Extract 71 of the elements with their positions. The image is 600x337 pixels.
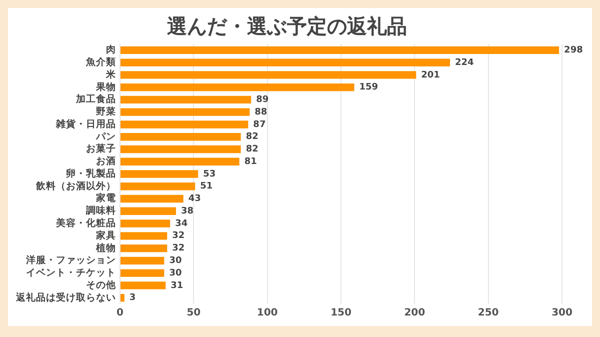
- data-label: 89: [256, 95, 269, 106]
- x-tick-label: 50: [186, 308, 201, 319]
- y-tick-label: パン: [95, 131, 116, 142]
- bar: [120, 220, 170, 228]
- data-label: 298: [564, 46, 583, 56]
- y-tick-label: 家電: [95, 192, 116, 204]
- bar: [120, 145, 241, 154]
- data-label: 201: [421, 70, 440, 80]
- bar: [120, 232, 168, 240]
- y-tick-label: 美容・化粧品: [55, 216, 116, 229]
- y-tick-label: お酒: [96, 155, 116, 168]
- data-label: 81: [244, 156, 257, 167]
- y-tick-label: 家具: [95, 229, 116, 242]
- bar: [120, 194, 184, 203]
- bar: [120, 96, 252, 104]
- y-tick-label: 洋服・ファッション: [25, 254, 116, 266]
- data-label: 31: [170, 280, 184, 291]
- bar: [120, 269, 164, 277]
- bar: [120, 83, 354, 92]
- bar: [120, 71, 416, 79]
- y-tick-label: 肉: [106, 44, 116, 56]
- y-tick-label: 雑貨・日用品: [55, 118, 116, 130]
- data-label: 82: [246, 144, 258, 155]
- y-tick-label: 野菜: [96, 106, 116, 118]
- y-tick-label: 米: [105, 68, 117, 80]
- bar: [120, 108, 250, 116]
- bar: [120, 256, 164, 265]
- y-tick-label: 飲料（お酒以外）: [35, 180, 116, 192]
- y-tick-label: 調味料: [85, 204, 116, 217]
- bar: [120, 46, 560, 54]
- data-label: 30: [169, 256, 182, 266]
- bar: [120, 158, 240, 166]
- data-label: 159: [359, 82, 378, 93]
- data-label: 88: [254, 107, 268, 118]
- data-label: 224: [455, 58, 474, 68]
- data-label: 51: [200, 182, 213, 192]
- data-label: 43: [188, 194, 201, 204]
- bar: [120, 170, 198, 178]
- bar: [120, 294, 124, 302]
- y-tick-label: 返礼品は受け取らない: [15, 291, 116, 304]
- y-tick-label: その他: [86, 278, 117, 291]
- y-tick-label: お菓子: [86, 142, 116, 155]
- y-tick-label: 加工食品: [75, 93, 116, 106]
- data-label: 30: [169, 268, 182, 278]
- data-label: 32: [172, 231, 185, 242]
- bar: [120, 282, 166, 290]
- y-tick-label: 植物: [95, 242, 116, 254]
- x-tick-label: 250: [478, 308, 499, 319]
- bar: [120, 120, 248, 128]
- data-label: 34: [175, 218, 188, 229]
- bar: [120, 207, 176, 215]
- data-label: 32: [172, 244, 185, 254]
- x-tick-label: 100: [256, 308, 278, 319]
- data-label: 53: [203, 169, 216, 180]
- data-label: 82: [246, 132, 258, 142]
- x-tick-label: 200: [404, 308, 426, 319]
- data-label: 87: [253, 120, 266, 130]
- x-tick-label: 300: [552, 308, 572, 319]
- bar: [120, 244, 168, 252]
- x-tick-label: 150: [330, 308, 352, 319]
- y-tick-label: 果物: [95, 80, 116, 93]
- bar: [120, 133, 241, 141]
- y-tick-label: 卵・乳製品: [65, 167, 116, 180]
- bar: [120, 182, 196, 190]
- y-tick-label: イベント・チケット: [26, 268, 116, 279]
- chart-title: 選んだ・選ぶ予定の返礼品: [167, 14, 407, 38]
- bar: [120, 58, 450, 66]
- data-label: 38: [180, 206, 194, 216]
- data-label: 3: [129, 293, 136, 304]
- x-tick-label: 0: [116, 308, 124, 319]
- y-tick-label: 魚介類: [85, 56, 116, 68]
